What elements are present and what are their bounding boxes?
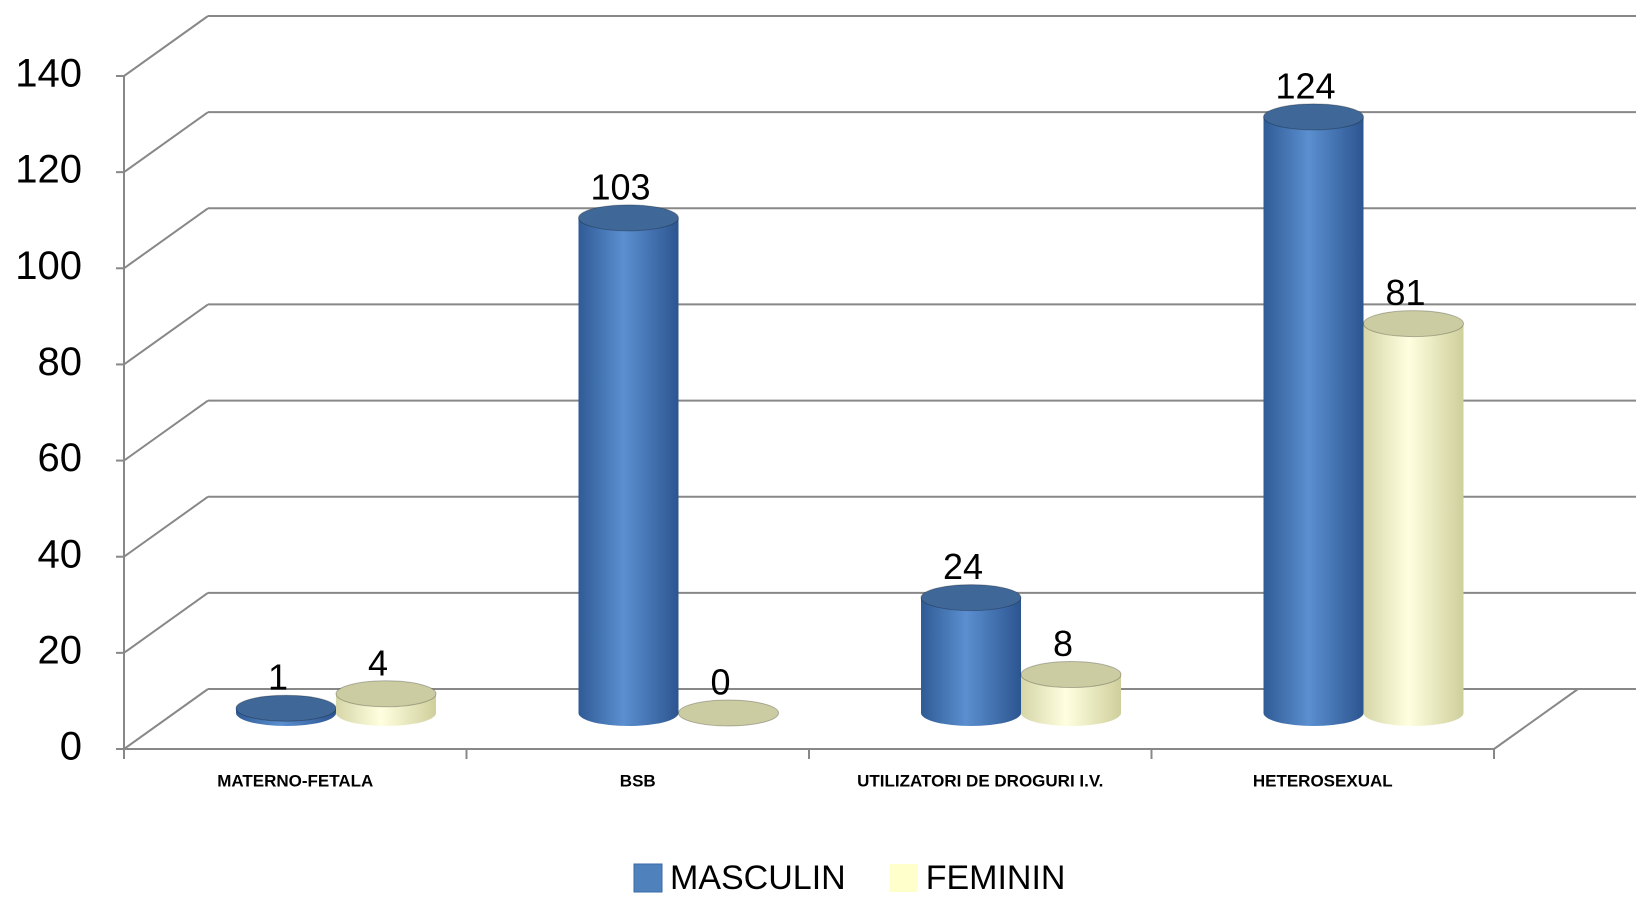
bar-top (1020, 661, 1122, 689)
x-tick-label: BSB (620, 771, 656, 790)
grid-line (123, 495, 209, 558)
bar-bottom (1263, 700, 1364, 726)
bar-body (921, 597, 1021, 713)
grid-line (123, 111, 209, 173)
bar (1263, 103, 1364, 726)
x-tick-label: MATERNO-FETALA (217, 771, 373, 790)
grid-line (123, 399, 209, 462)
data-label: 0 (710, 662, 730, 703)
bar-top (1363, 310, 1464, 338)
y-tick-label: 40 (38, 532, 83, 576)
bar-top (335, 680, 437, 708)
bar (1363, 310, 1464, 726)
grid-line (123, 15, 209, 77)
bar (678, 699, 779, 727)
floor-right (1493, 688, 1579, 750)
data-label: 8 (1053, 623, 1073, 664)
bar-top (678, 699, 779, 727)
y-tick-label: 20 (38, 628, 83, 672)
grid-line (123, 688, 209, 750)
bar (235, 694, 337, 726)
bar-bottom (1363, 700, 1464, 726)
grid-line (123, 303, 209, 366)
legend-swatch (633, 863, 663, 893)
bar (920, 584, 1022, 726)
legend-swatch (889, 864, 918, 892)
bar-top (1263, 103, 1364, 131)
bar-top (578, 204, 679, 232)
y-tick-label: 140 (15, 52, 82, 96)
bar-top (920, 584, 1022, 612)
x-tick-label: UTILIZATORI DE DROGURI I.V. (857, 771, 1103, 790)
data-label: 1 (268, 657, 288, 698)
legend-label: MASCULIN (670, 859, 846, 897)
grid-line (123, 592, 209, 654)
bar-body (1363, 323, 1464, 713)
y-tick-label: 60 (38, 436, 83, 480)
data-label: 124 (1275, 65, 1335, 106)
data-label: 81 (1385, 272, 1425, 313)
x-tick-label: HETEROSEXUAL (1253, 771, 1393, 790)
data-label: 24 (943, 546, 983, 587)
bar-bottom (336, 700, 436, 726)
data-label: 4 (368, 642, 388, 683)
bar-body (578, 217, 679, 713)
grid-line (123, 207, 209, 270)
data-label: 103 (590, 166, 650, 207)
bar-bottom (921, 700, 1021, 726)
y-tick-label: 0 (60, 725, 82, 769)
bar-bottom (1021, 700, 1121, 726)
bar-body (1263, 116, 1364, 713)
bar-bottom (578, 700, 679, 726)
bar-top (235, 694, 337, 722)
bar (578, 204, 679, 726)
legend-label: FEMININ (926, 859, 1066, 897)
bar (335, 680, 437, 726)
y-tick-label: 120 (15, 148, 82, 192)
y-tick-label: 80 (38, 340, 83, 384)
y-tick-label: 100 (15, 244, 82, 288)
bar (1020, 661, 1122, 726)
